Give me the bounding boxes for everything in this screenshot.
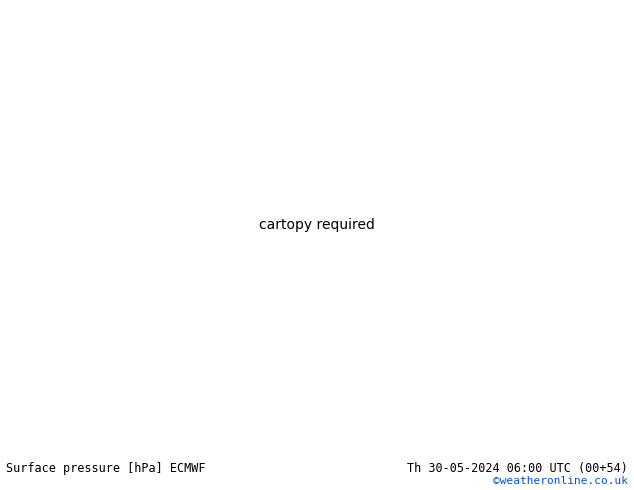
Text: ©weatheronline.co.uk: ©weatheronline.co.uk [493,476,628,486]
Text: Th 30-05-2024 06:00 UTC (00+54): Th 30-05-2024 06:00 UTC (00+54) [407,462,628,475]
Text: cartopy required: cartopy required [259,219,375,232]
Text: Surface pressure [hPa] ECMWF: Surface pressure [hPa] ECMWF [6,462,206,475]
